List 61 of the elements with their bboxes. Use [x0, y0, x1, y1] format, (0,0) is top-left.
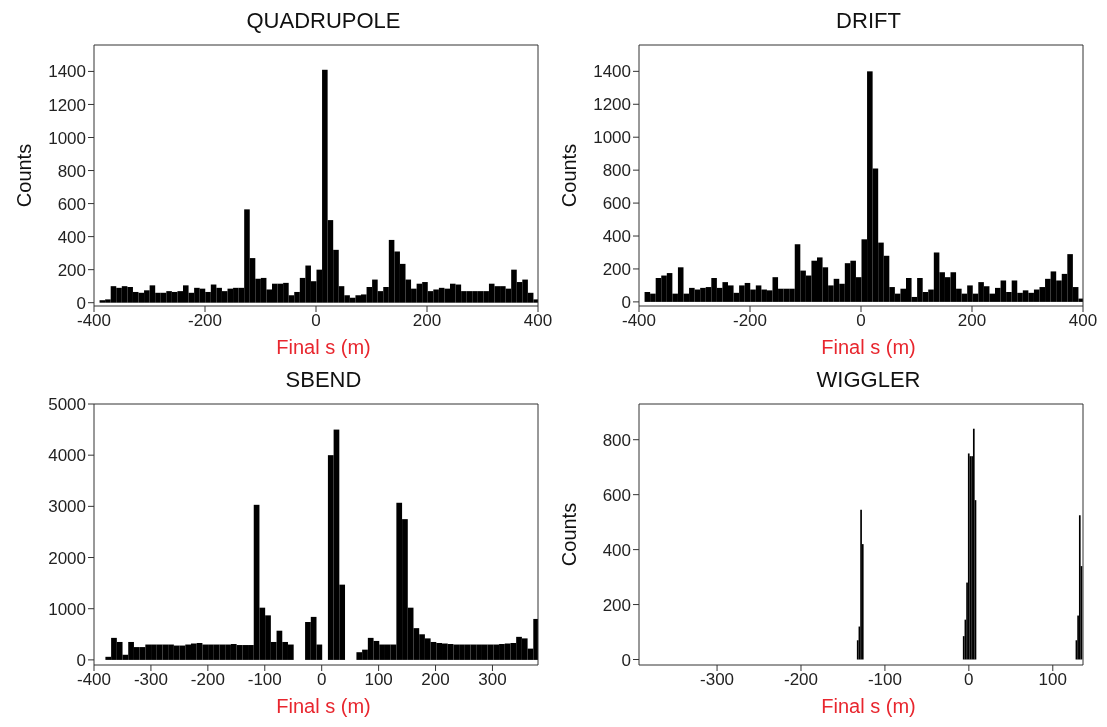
y-tick-label: 200 — [602, 259, 631, 279]
x-tick-label: -400 — [76, 670, 112, 690]
x-tick-label: -100 — [867, 670, 902, 690]
y-tick-label: 0 — [76, 650, 86, 670]
x-tick-label: 200 — [412, 311, 442, 331]
x-axis-title: Final s (m) — [820, 695, 917, 718]
y-tick-label: 1400 — [593, 62, 631, 82]
y-tick-label: 600 — [602, 194, 631, 214]
y-axis-title: Counts — [13, 143, 36, 208]
x-axis-title: Final s (m) — [820, 336, 917, 359]
x-tick-label: -200 — [783, 670, 818, 690]
y-tick-label: 5000 — [48, 395, 86, 415]
x-tick-label: 0 — [311, 311, 321, 331]
x-tick-label: 100 — [1038, 670, 1067, 690]
y-tick-label: 2000 — [48, 548, 86, 568]
x-tick-label: 0 — [856, 311, 866, 331]
y-tick-label: 400 — [602, 540, 631, 560]
y-tick-label: 800 — [602, 430, 631, 450]
y-tick-label: 0 — [621, 292, 631, 312]
y-tick-label: 400 — [57, 227, 86, 247]
y-tick-label: 0 — [621, 650, 631, 670]
x-axis-title: Final s (m) — [275, 695, 372, 718]
y-tick-label: 1200 — [48, 95, 86, 115]
x-axis-title: Final s (m) — [275, 336, 372, 359]
x-tick-label: 0 — [316, 670, 327, 690]
y-tick-label: 800 — [602, 161, 631, 181]
y-tick-label: 1000 — [48, 128, 86, 148]
y-tick-label: 200 — [602, 595, 631, 615]
x-tick-label: 100 — [364, 670, 393, 690]
x-tick-label: 200 — [957, 311, 987, 331]
x-tick-label: -400 — [621, 311, 657, 331]
y-tick-label: 1000 — [48, 599, 86, 619]
chart-title: QUADRUPOLE — [245, 8, 402, 35]
x-tick-label: 400 — [523, 311, 553, 331]
y-tick-label: 4000 — [48, 446, 86, 466]
x-tick-label: -100 — [247, 670, 282, 690]
y-tick-label: 200 — [57, 260, 86, 280]
x-tick-label: -200 — [187, 311, 223, 331]
chart-title: SBEND — [284, 367, 363, 394]
x-tick-label: 300 — [478, 670, 507, 690]
y-tick-label: 1400 — [48, 62, 86, 82]
y-tick-label: 800 — [57, 161, 86, 181]
y-tick-label: 1200 — [593, 95, 631, 115]
x-tick-label: -300 — [700, 670, 735, 690]
x-tick-label: -200 — [732, 311, 768, 331]
y-tick-label: 3000 — [48, 497, 86, 517]
x-tick-label: 400 — [1068, 311, 1098, 331]
chart-title: DRIFT — [835, 8, 902, 35]
x-tick-label: -400 — [76, 311, 112, 331]
x-tick-label: -200 — [190, 670, 225, 690]
y-tick-label: 600 — [602, 485, 631, 505]
y-tick-label: 1000 — [593, 128, 631, 148]
y-axis-title: Counts — [558, 502, 581, 567]
x-tick-label: -300 — [133, 670, 168, 690]
y-tick-label: 400 — [602, 227, 631, 247]
y-tick-label: 600 — [57, 194, 86, 214]
x-tick-label: 200 — [421, 670, 450, 690]
chart-title: WIGGLER — [815, 367, 922, 394]
y-axis-title: Counts — [558, 143, 581, 208]
y-tick-label: 0 — [76, 293, 86, 313]
x-tick-label: 0 — [964, 670, 974, 690]
